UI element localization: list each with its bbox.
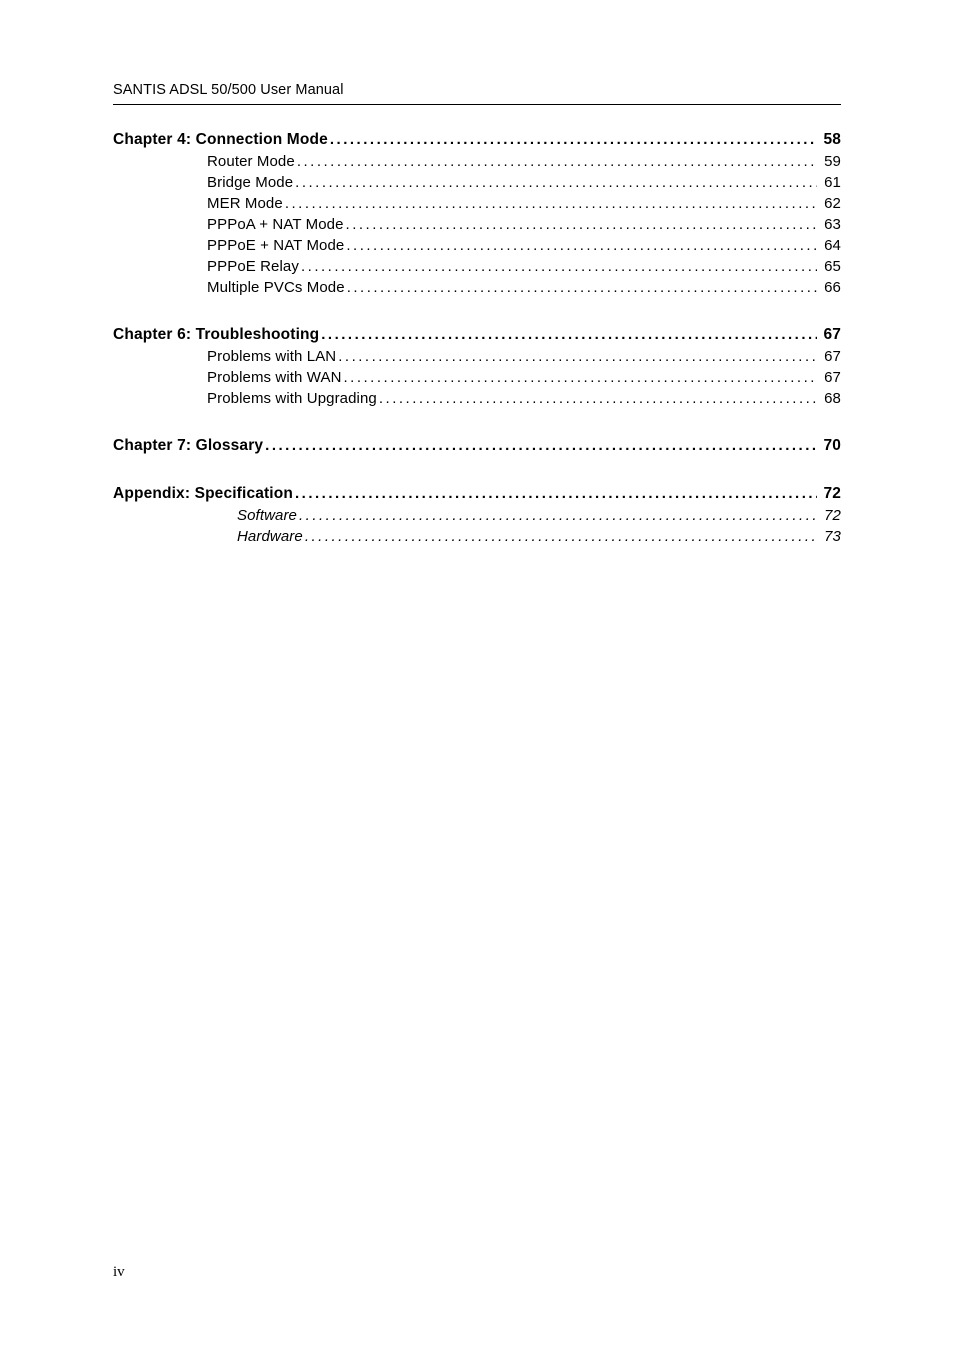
toc-entry-title: PPPoE Relay xyxy=(207,258,299,275)
toc-entry-title: PPPoE + NAT Mode xyxy=(207,237,344,254)
toc-entry: Router Mode 59 xyxy=(207,153,841,170)
toc-entry-title: Bridge Mode xyxy=(207,174,293,191)
toc-leader-dots xyxy=(336,348,817,365)
toc-entry: MER Mode 62 xyxy=(207,195,841,212)
toc-leader-dots xyxy=(293,174,817,191)
toc-entry: Problems with LAN 67 xyxy=(207,348,841,365)
toc-entry-page: 63 xyxy=(817,216,841,233)
toc-entry-page: 68 xyxy=(817,390,841,407)
toc-group-gap xyxy=(113,459,841,485)
toc-entry-title: MER Mode xyxy=(207,195,283,212)
toc-leader-dots xyxy=(342,369,817,386)
toc-entry-page: 70 xyxy=(817,437,841,455)
toc-entry-page: 59 xyxy=(817,153,841,170)
toc-entry-page: 67 xyxy=(817,348,841,365)
toc-entry: Problems with WAN 67 xyxy=(207,369,841,386)
toc-entry-page: 66 xyxy=(817,279,841,296)
toc-entry: PPPoE + NAT Mode 64 xyxy=(207,237,841,254)
toc-entry: Problems with Upgrading 68 xyxy=(207,390,841,407)
toc-entry-title: Router Mode xyxy=(207,153,295,170)
page-number: iv xyxy=(113,1264,125,1281)
toc-leader-dots xyxy=(345,279,817,296)
toc-leader-dots xyxy=(283,195,817,212)
toc-entry-page: 67 xyxy=(817,369,841,386)
toc-entry-title: Software xyxy=(237,507,297,524)
toc-leader-dots xyxy=(319,326,817,343)
toc-entry-page: 65 xyxy=(817,258,841,275)
toc-entry-page: 73 xyxy=(817,528,841,545)
toc-entry-title: Problems with LAN xyxy=(207,348,336,365)
toc-leader-dots xyxy=(293,485,817,502)
toc-entry: Chapter 7: Glossary 70 xyxy=(113,437,841,455)
table-of-contents: Chapter 4: Connection Mode 58 Router Mode 5… xyxy=(113,131,841,545)
toc-entry-title: Chapter 6: Troubleshooting xyxy=(113,326,319,344)
toc-entry-page: 61 xyxy=(817,174,841,191)
toc-group-gap xyxy=(113,300,841,326)
toc-entry-page: 72 xyxy=(817,485,841,503)
toc-leader-dots xyxy=(377,390,817,407)
toc-entry-page: 72 xyxy=(817,507,841,524)
toc-leader-dots xyxy=(344,216,817,233)
toc-entry: Bridge Mode 61 xyxy=(207,174,841,191)
toc-entry: Hardware 73 xyxy=(237,528,841,545)
toc-entry-title: Hardware xyxy=(237,528,303,545)
toc-entry: PPPoA + NAT Mode 63 xyxy=(207,216,841,233)
toc-entry-title: Problems with Upgrading xyxy=(207,390,377,407)
toc-entry: PPPoE Relay 65 xyxy=(207,258,841,275)
toc-leader-dots xyxy=(263,437,817,454)
toc-leader-dots xyxy=(328,131,817,148)
toc-entry-page: 64 xyxy=(817,237,841,254)
toc-entry: Appendix: Specification 72 xyxy=(113,485,841,503)
toc-group-gap xyxy=(113,411,841,437)
toc-entry-page: 58 xyxy=(817,131,841,149)
running-header: SANTIS ADSL 50/500 User Manual xyxy=(113,82,841,105)
page-content: SANTIS ADSL 50/500 User Manual Chapter 4… xyxy=(113,82,841,549)
toc-leader-dots xyxy=(303,528,817,545)
toc-entry-title: PPPoA + NAT Mode xyxy=(207,216,344,233)
toc-entry-title: Chapter 4: Connection Mode xyxy=(113,131,328,149)
toc-entry: Software 72 xyxy=(237,507,841,524)
toc-entry: Chapter 4: Connection Mode 58 xyxy=(113,131,841,149)
toc-leader-dots xyxy=(297,507,817,524)
toc-entry-page: 62 xyxy=(817,195,841,212)
toc-leader-dots xyxy=(295,153,817,170)
toc-entry-title: Problems with WAN xyxy=(207,369,342,386)
toc-entry-title: Multiple PVCs Mode xyxy=(207,279,345,296)
toc-entry-page: 67 xyxy=(817,326,841,344)
toc-entry: Multiple PVCs Mode 66 xyxy=(207,279,841,296)
toc-entry-title: Appendix: Specification xyxy=(113,485,293,503)
toc-leader-dots xyxy=(344,237,817,254)
toc-leader-dots xyxy=(299,258,817,275)
toc-entry-title: Chapter 7: Glossary xyxy=(113,437,263,455)
toc-entry: Chapter 6: Troubleshooting 67 xyxy=(113,326,841,344)
